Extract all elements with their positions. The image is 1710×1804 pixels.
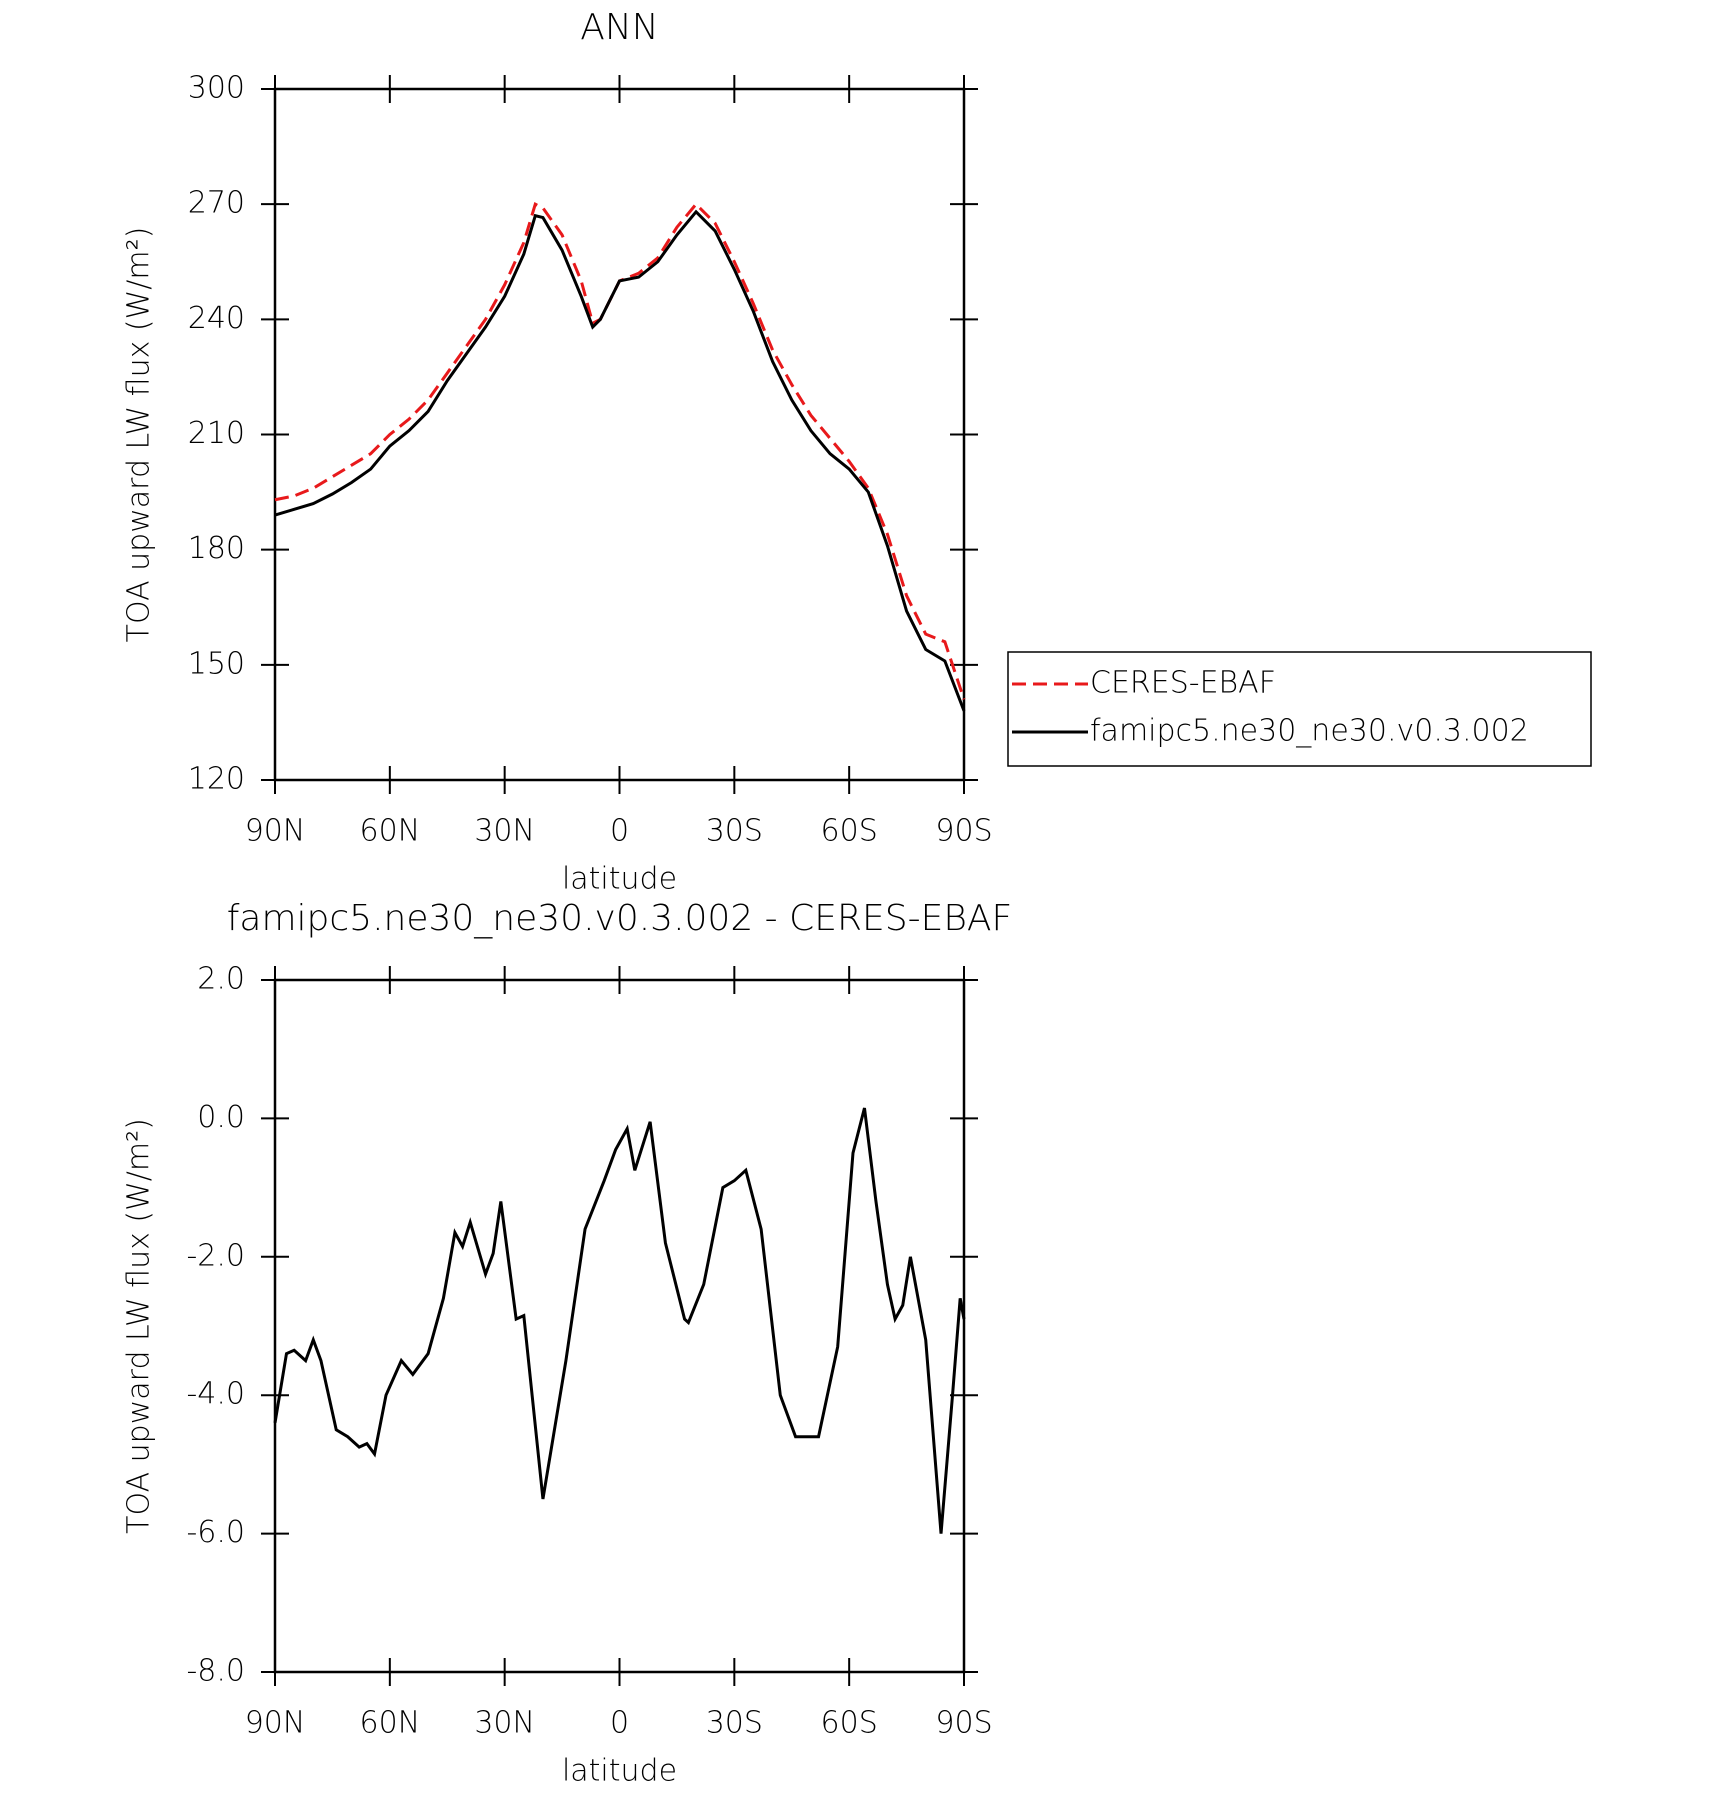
x-tick-label: 60N [360, 814, 421, 849]
y-tick-label: -6.0 [186, 1515, 245, 1550]
x-tick-label: 60S [821, 1706, 878, 1741]
x-tick-label: 90N [245, 1706, 306, 1741]
y-axis-label: TOA upward LW flux (W/m²) [122, 227, 157, 643]
x-tick-label: 30S [706, 814, 763, 849]
y-tick-label: 2.0 [197, 962, 245, 997]
y-tick-label: -8.0 [186, 1654, 245, 1689]
y-tick-label: 240 [188, 301, 245, 336]
x-axis-label: latitude [562, 862, 677, 897]
data-line [273, 1107, 966, 1534]
x-tick-label: 60N [360, 1706, 421, 1741]
x-tick-label: 30N [474, 814, 535, 849]
legend-label: CERES-EBAF [1090, 666, 1276, 701]
data-line [274, 201, 966, 700]
y-tick-label: 210 [188, 416, 245, 451]
y-tick-label: -2.0 [186, 1238, 245, 1273]
y-tick-label: 120 [188, 762, 245, 797]
plot-frame [273, 87, 966, 782]
legend-box [1007, 651, 1592, 767]
y-tick-label: 300 [188, 71, 245, 106]
legend-label: famipc5.ne30_ne30.v0.3.002 [1090, 714, 1529, 749]
x-tick-label: 60S [821, 814, 878, 849]
x-tick-label: 90S [935, 814, 992, 849]
y-tick-label: 270 [188, 186, 245, 221]
x-axis-label: latitude [562, 1754, 677, 1789]
y-tick-label: 150 [188, 646, 245, 681]
y-tick-label: -4.0 [186, 1377, 245, 1412]
x-tick-label: 0 [610, 1706, 629, 1741]
y-tick-label: 180 [188, 531, 245, 566]
chart-title: famipc5.ne30_ne30.v0.3.002 - CERES-EBAF [227, 898, 1013, 939]
plot-frame [273, 978, 966, 1674]
x-tick-label: 30N [474, 1706, 535, 1741]
x-tick-label: 30S [706, 1706, 763, 1741]
data-line [274, 209, 966, 712]
x-tick-label: 90N [245, 814, 306, 849]
chart-title: ANN [580, 7, 659, 48]
y-tick-label: 0.0 [197, 1100, 245, 1135]
x-tick-label: 90S [935, 1706, 992, 1741]
y-axis-label: TOA upward LW flux (W/m²) [122, 1118, 157, 1534]
x-tick-label: 0 [610, 814, 629, 849]
